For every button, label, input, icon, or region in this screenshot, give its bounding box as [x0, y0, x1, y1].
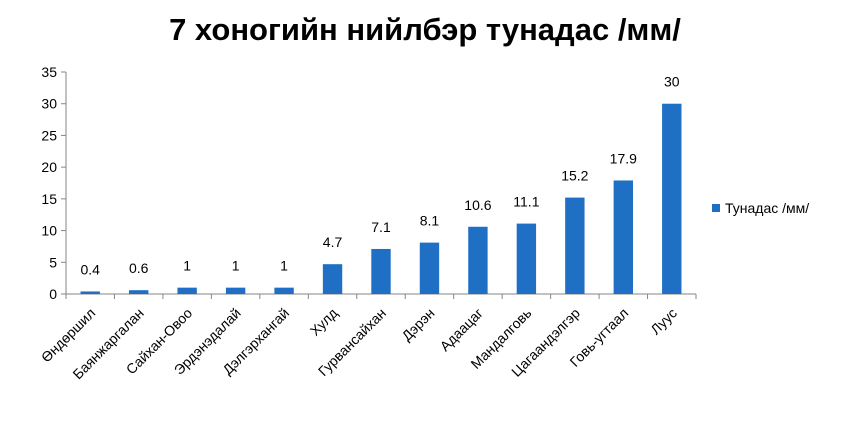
bar [468, 226, 488, 294]
bar [516, 223, 537, 294]
bar [274, 287, 294, 294]
category-label: Адаацаг [437, 305, 486, 354]
bar [565, 197, 585, 294]
legend-swatch [712, 204, 720, 212]
bar [80, 291, 100, 294]
y-tick-label: 10 [41, 223, 57, 239]
bar [177, 287, 197, 294]
category-labels: ӨндөршилБаянжаргаланСайхан-ОвооЭрдэнэдал… [38, 305, 680, 383]
y-tick-label: 30 [41, 96, 57, 112]
bar [129, 290, 149, 294]
data-labels: 0.4 0.6 1 1 1 4.7 7.1 8.1 10.6 11.1 15.2 17.9 30 [80, 74, 679, 278]
x-axis [65, 293, 697, 299]
data-label: 4.7 [323, 234, 343, 250]
data-label: 7.1 [371, 219, 391, 235]
bars [80, 103, 682, 294]
y-tick-label: 5 [49, 254, 57, 270]
y-tick-label: 20 [41, 159, 57, 175]
category-label: Луус [647, 305, 680, 338]
data-label: 0.6 [129, 260, 149, 276]
bar [419, 242, 440, 294]
data-label: 15.2 [561, 168, 588, 184]
data-label: 8.1 [420, 213, 440, 229]
y-tick-label: 25 [41, 127, 57, 143]
data-label: 17.9 [610, 150, 637, 166]
y-tick-label: 35 [41, 64, 57, 80]
data-label: 1 [183, 258, 191, 274]
chart-title: 7 хоногийн нийлбэр тунадас /мм/ [169, 12, 681, 47]
bar [613, 180, 633, 294]
legend-label: Тунадас /мм/ [725, 200, 809, 216]
data-label: 0.4 [80, 261, 100, 277]
bar [371, 248, 391, 294]
category-label: Дэрэн [398, 305, 437, 344]
legend: Тунадас /мм/ [712, 200, 809, 216]
y-tick-label: 0 [49, 286, 57, 302]
data-label: 1 [232, 258, 240, 274]
bar [662, 103, 682, 294]
data-label: 11.1 [513, 194, 539, 210]
y-axis: 0 5 10 15 20 25 30 35 [41, 64, 67, 302]
data-label: 1 [280, 258, 288, 274]
y-tick-label: 15 [41, 191, 57, 207]
bar [225, 287, 246, 294]
bar [322, 264, 343, 294]
data-label: 30 [664, 74, 680, 90]
data-label: 10.6 [464, 197, 491, 213]
category-label: Хулд [307, 305, 341, 339]
